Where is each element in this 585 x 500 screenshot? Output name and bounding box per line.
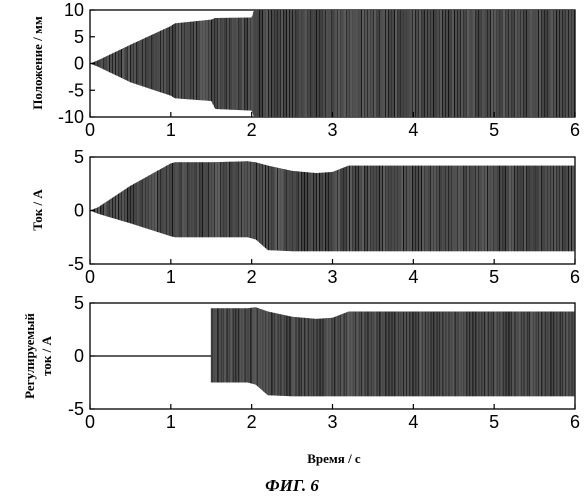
x-tick-label: 4 <box>408 412 418 432</box>
figure-caption: ФИГ. 6 <box>265 476 319 495</box>
y-tick-label: 0 <box>74 346 84 366</box>
y-tick-label: -5 <box>68 254 84 274</box>
y-tick-label: 0 <box>74 54 84 74</box>
x-tick-label: 5 <box>489 267 499 287</box>
x-tick-label: 2 <box>247 267 257 287</box>
x-tick-label: 3 <box>327 120 337 140</box>
x-tick-label: 1 <box>166 267 176 287</box>
y-tick-label: 5 <box>74 147 84 167</box>
x-tick-label: 3 <box>327 267 337 287</box>
y-tick-label: -10 <box>58 107 84 127</box>
x-tick-label: 3 <box>327 412 337 432</box>
x-tick-label: 6 <box>570 267 580 287</box>
y-tick-label: 0 <box>74 201 84 221</box>
x-tick-label: 6 <box>570 120 580 140</box>
x-tick-label: 0 <box>85 412 95 432</box>
x-tick-label: 4 <box>408 120 418 140</box>
x-tick-label: 6 <box>570 412 580 432</box>
y-axis-label: Регулируемыйток / А <box>22 313 54 399</box>
panel-current: 012345650-5 Ток / А <box>30 147 580 287</box>
x-tick-label: 2 <box>247 120 257 140</box>
x-axis-label: Время / с <box>307 451 361 466</box>
x-tick-label: 0 <box>85 120 95 140</box>
x-tick-label: 5 <box>489 120 499 140</box>
y-tick-label: 5 <box>74 293 84 313</box>
panel-regulated-current: 012345650-5 Регулируемыйток / А <box>22 293 580 432</box>
x-tick-label: 1 <box>166 412 176 432</box>
x-tick-label: 2 <box>247 412 257 432</box>
y-axis-label: Ток / А <box>30 189 45 231</box>
x-tick-label: 0 <box>85 267 95 287</box>
y-tick-label: -5 <box>68 399 84 419</box>
y-tick-label: 5 <box>74 27 84 47</box>
panel-position: 01234561050-5-10 Положение / мм <box>30 0 580 140</box>
x-tick-label: 1 <box>166 120 176 140</box>
y-tick-label: -5 <box>68 80 84 100</box>
x-tick-label: 4 <box>408 267 418 287</box>
y-axis-label: Положение / мм <box>30 16 45 110</box>
x-tick-label: 5 <box>489 412 499 432</box>
y-tick-label: 10 <box>64 0 84 20</box>
